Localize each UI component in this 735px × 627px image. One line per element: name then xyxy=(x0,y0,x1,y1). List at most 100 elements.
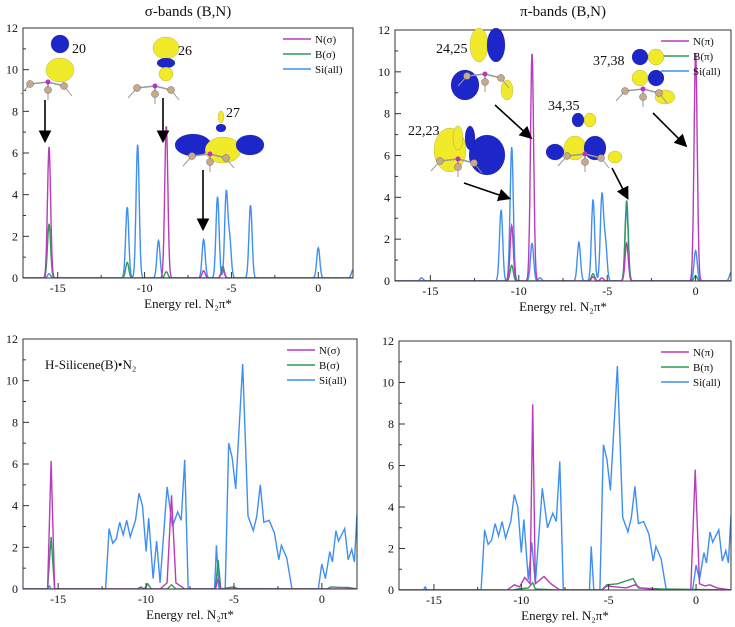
y-tick-label: 10 xyxy=(6,374,18,388)
x-tick-label: -5 xyxy=(229,592,239,606)
silicon-atom xyxy=(563,152,571,160)
y-tick-label: 2 xyxy=(12,540,18,554)
silicon-atom xyxy=(436,157,444,165)
y-tick-label: 8 xyxy=(12,415,18,429)
orbital-lobe-negative xyxy=(647,69,665,87)
x-tick-label: 0 xyxy=(693,284,699,298)
silicon-atom xyxy=(463,72,471,80)
plot-frame xyxy=(398,340,732,591)
silicon-atom xyxy=(470,159,478,167)
annotation-arrow xyxy=(494,104,533,140)
y-tick-label: 6 xyxy=(12,146,18,160)
x-tick-label: -15 xyxy=(50,592,66,606)
silicon-atom xyxy=(222,154,230,162)
silicon-atom xyxy=(26,80,34,88)
x-tick-label: -10 xyxy=(513,593,529,607)
system-label: H-Silicene(B)•N₂ xyxy=(45,357,136,372)
orbital-label: 34,35 xyxy=(548,99,580,114)
orbital-lobe-positive xyxy=(607,150,623,164)
silicon-atom xyxy=(454,163,462,171)
orbital-lobe-negative xyxy=(545,143,565,161)
y-tick-label: 4 xyxy=(384,190,390,204)
series-line-N xyxy=(399,404,731,590)
orbital-label: 37,38 xyxy=(593,54,625,69)
orbital-lobe-negative xyxy=(486,27,506,63)
silicon-atom xyxy=(133,84,141,92)
orbital-lobe-positive xyxy=(45,57,75,83)
orbital-lobe-negative xyxy=(215,123,227,133)
chart-panel-3: -15 -10 -5 0 0 2 4 6 8 10 12 Energy rel. N₂π* N(σ) B(… xyxy=(6,332,358,622)
x-tick-label: -15 xyxy=(422,284,438,298)
x-tick-label: 0 xyxy=(315,281,321,295)
series-line-Si xyxy=(23,363,357,589)
y-tick-label: 0 xyxy=(388,583,394,597)
orbital-lobe-positive xyxy=(158,66,174,82)
orbital-lobe-positive xyxy=(500,79,514,101)
y-tick-label: 12 xyxy=(6,21,18,35)
y-tick-label: 4 xyxy=(12,188,18,202)
silicon-atom xyxy=(639,93,647,101)
orbital-lobe-negative xyxy=(571,112,585,128)
orbital-lobe-positive xyxy=(152,36,180,60)
series-line-B xyxy=(23,536,357,589)
y-tick-label: 10 xyxy=(6,63,18,77)
y-tick-label: 12 xyxy=(382,334,394,348)
legend-label-N: N(π) xyxy=(693,36,714,48)
silicon-atom xyxy=(167,86,175,94)
orbital-lobe-negative xyxy=(464,125,476,151)
x-tick-label: -15 xyxy=(426,593,442,607)
annotation-arrow xyxy=(463,182,512,201)
silicon-atom xyxy=(581,158,589,166)
y-tick-label: 8 xyxy=(388,417,394,431)
x-tick-label: -5 xyxy=(602,284,612,298)
orbital-label: 26 xyxy=(178,44,192,59)
y-tick-label: 4 xyxy=(12,499,18,513)
silicon-atom xyxy=(597,154,605,162)
boron-atom xyxy=(455,156,461,162)
y-tick-label: 2 xyxy=(12,229,18,243)
y-tick-label: 4 xyxy=(388,500,394,514)
x-axis-label: Energy rel. N₂π* xyxy=(144,296,232,311)
y-tick-label: 2 xyxy=(384,232,390,246)
x-tick-label: -10 xyxy=(137,281,153,295)
silicon-atom xyxy=(44,86,52,94)
annotation-arrow xyxy=(611,167,629,200)
orbital-label: 22,23 xyxy=(408,124,440,139)
chart-panel-2: π-bands (B,N) -15 -10 -5 0 0 2 4 6 8 10 12 Energy re… xyxy=(378,4,732,314)
orbital-annotation: 24,25 xyxy=(436,27,533,140)
series-line-B xyxy=(23,223,353,278)
silicon-atom xyxy=(655,89,663,97)
y-tick-label: 6 xyxy=(12,457,18,471)
plot-frame xyxy=(22,338,358,590)
y-tick-label: 12 xyxy=(378,23,390,37)
boron-atom xyxy=(152,83,158,89)
orbital-annotation: 37,38 xyxy=(593,48,688,148)
boron-atom xyxy=(207,151,213,157)
legend-label-B: B(σ) xyxy=(319,360,340,372)
silicon-atom xyxy=(60,82,68,90)
x-tick-label: -5 xyxy=(604,593,614,607)
x-axis-label: Energy rel. N₂π* xyxy=(146,607,234,622)
series-line-B xyxy=(395,200,731,281)
orbital-annotation: 34,35 xyxy=(545,99,629,200)
silicon-atom xyxy=(621,87,629,95)
orbital-lobe-positive xyxy=(631,69,649,87)
legend-label-B: B(π) xyxy=(693,362,714,374)
annotation-arrow xyxy=(652,112,688,148)
series-line-N xyxy=(23,460,357,589)
orbital-lobe-negative xyxy=(156,57,176,69)
orbital-lobe-positive xyxy=(583,112,597,128)
orbital-lobe-positive xyxy=(647,48,665,66)
silicon-atom xyxy=(497,74,505,82)
orbital-lobe-negative xyxy=(468,134,506,176)
y-tick-label: 0 xyxy=(384,274,390,288)
legend-label-N: N(σ) xyxy=(315,34,337,46)
y-tick-label: 10 xyxy=(382,376,394,390)
orbital-annotation: 20 xyxy=(20,34,86,144)
x-axis-label: Energy rel. N₂π* xyxy=(521,608,609,623)
boron-atom xyxy=(45,79,51,85)
y-tick-label: 8 xyxy=(12,104,18,118)
legend-label-N: N(σ) xyxy=(319,345,341,357)
orbital-lobe-positive xyxy=(452,125,464,151)
silicon-atom xyxy=(151,90,159,98)
